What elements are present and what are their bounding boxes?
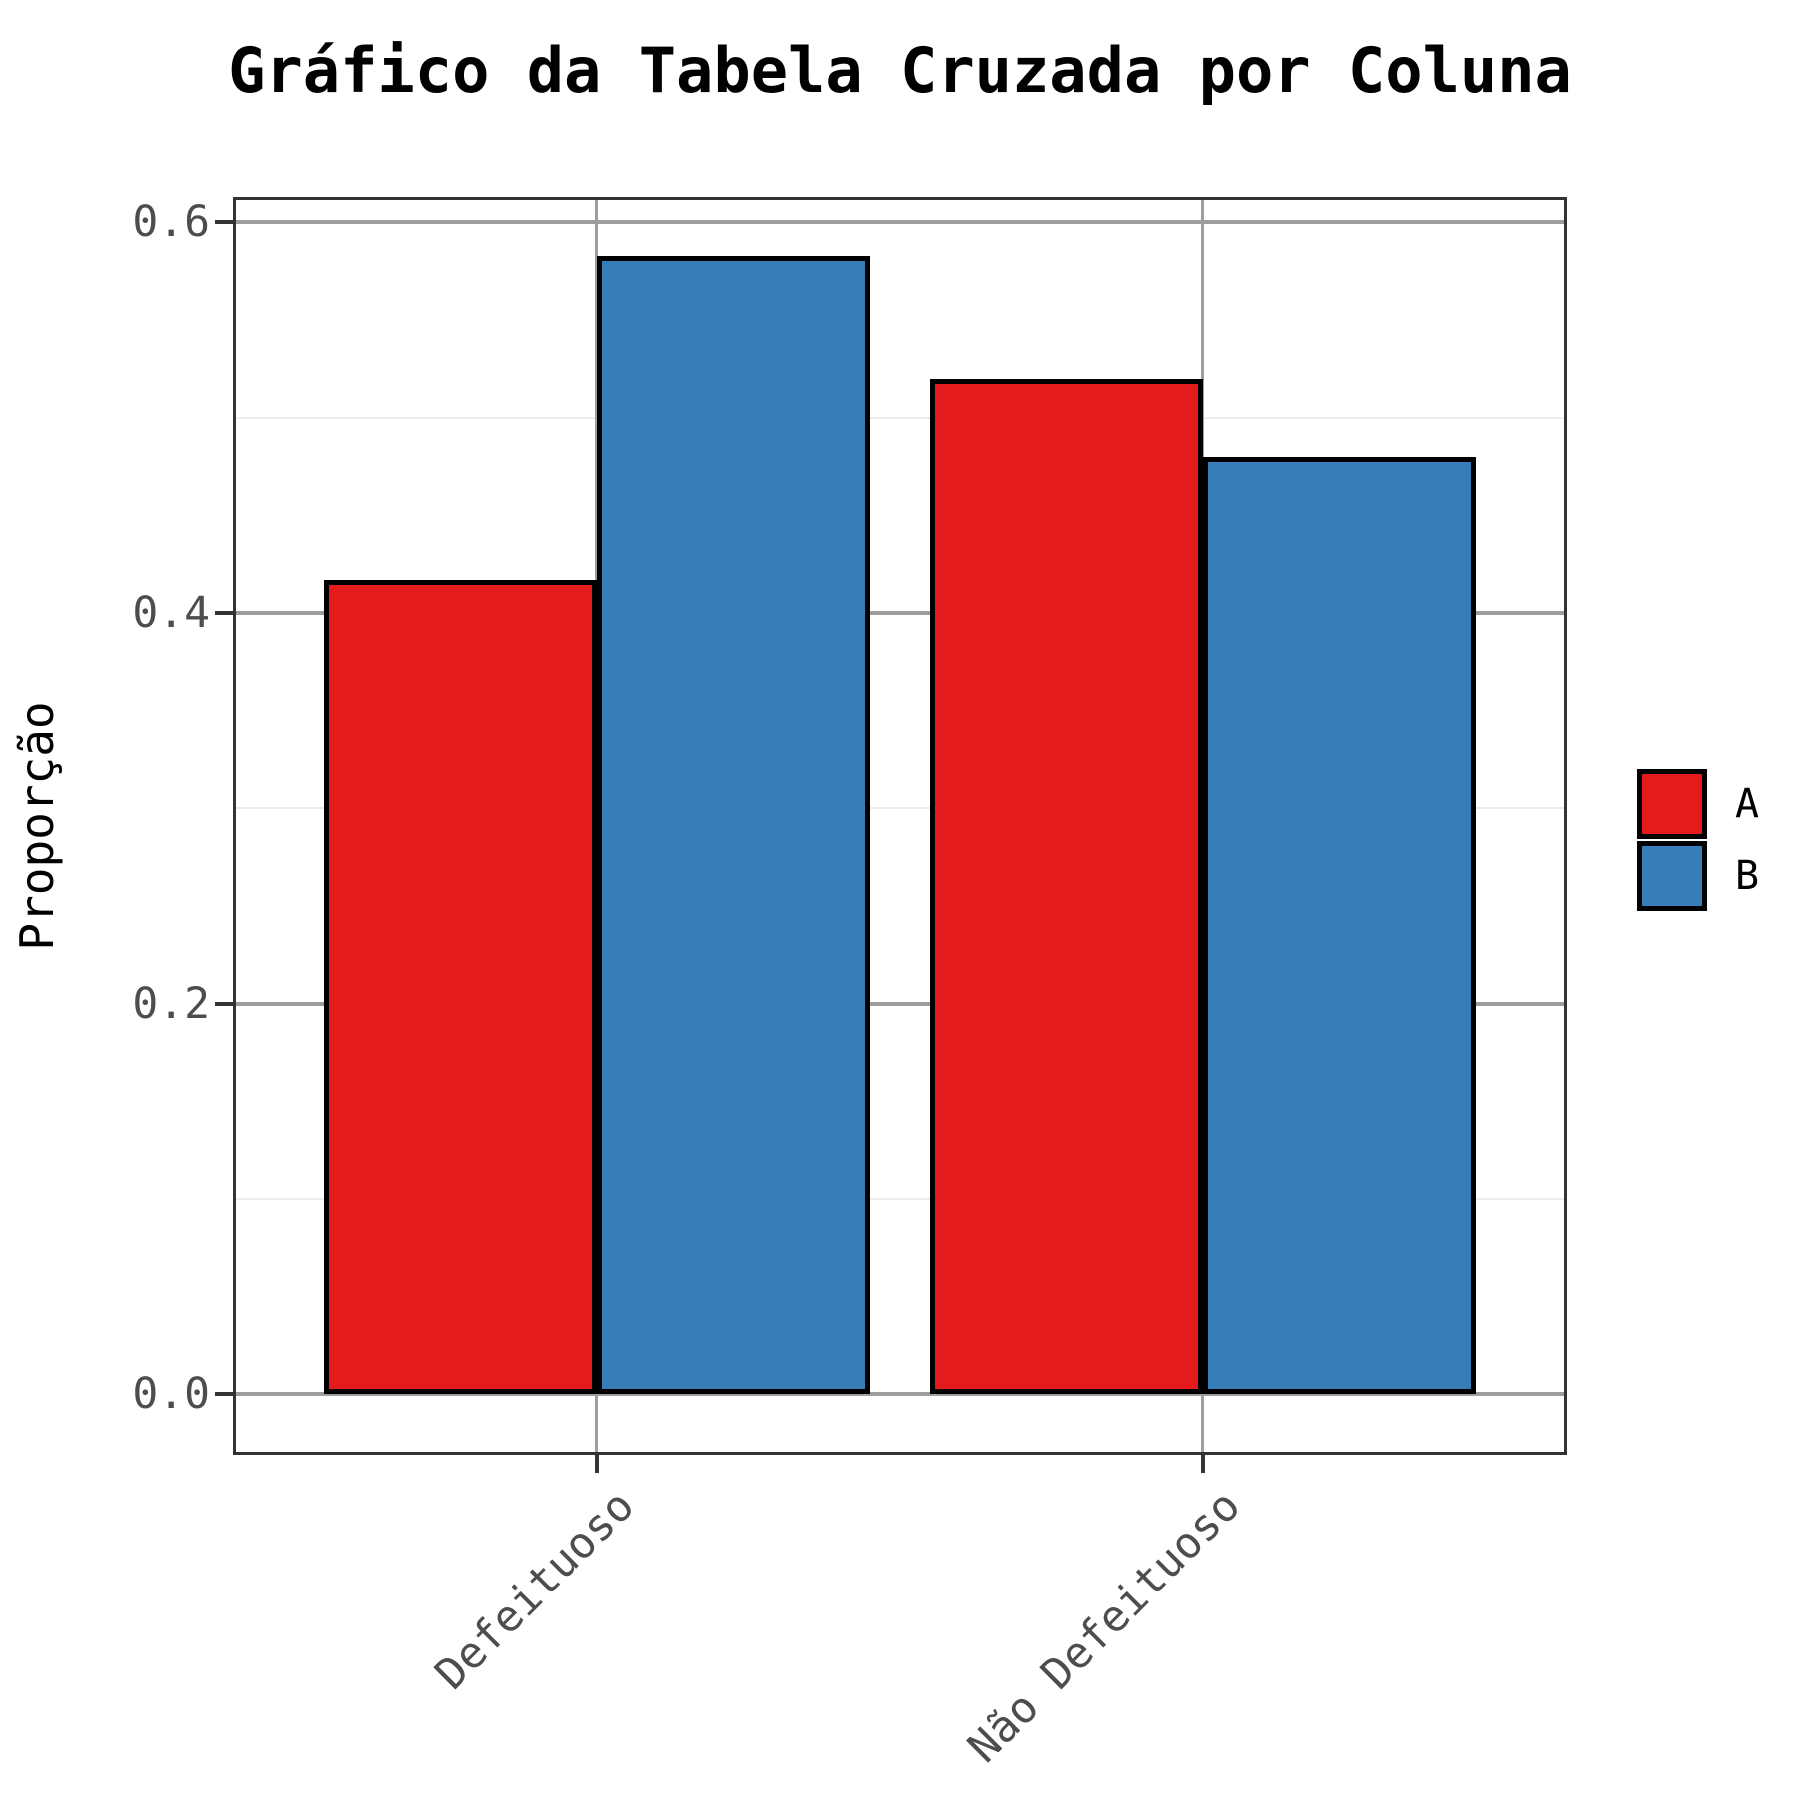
legend-swatch-B xyxy=(1637,841,1707,911)
gridline-major-y xyxy=(233,611,1567,616)
y-axis-tick xyxy=(215,1001,233,1006)
bar-A-Não Defeituoso xyxy=(930,378,1204,1395)
y-tick-label: 0.4 xyxy=(132,588,210,639)
bar-B-Defeituoso xyxy=(596,255,870,1395)
legend-item-A: A xyxy=(1637,769,1759,839)
gridline-minor-y xyxy=(233,416,1567,419)
y-tick-label: 0.0 xyxy=(132,1369,210,1420)
y-axis-tick xyxy=(215,1392,233,1397)
legend-label-A: A xyxy=(1735,781,1760,827)
gridline-major-y xyxy=(233,1392,1567,1397)
legend-item-B: B xyxy=(1637,841,1759,911)
x-axis-tick xyxy=(1201,1455,1206,1473)
plot-panel xyxy=(233,197,1567,1455)
legend-swatch-A xyxy=(1637,769,1707,839)
x-axis-tick xyxy=(594,1455,599,1473)
y-axis-tick xyxy=(215,611,233,616)
bar-B-Não Defeituoso xyxy=(1203,456,1477,1395)
y-axis-tick xyxy=(215,220,233,225)
gridline-major-y xyxy=(233,220,1567,225)
x-tick-label: Defeituoso xyxy=(425,1480,645,1700)
bar-A-Defeituoso xyxy=(323,579,597,1395)
legend-label-B: B xyxy=(1735,853,1760,899)
y-tick-label: 0.6 xyxy=(132,197,210,248)
gridline-minor-y xyxy=(233,1198,1567,1201)
y-tick-label: 0.2 xyxy=(132,978,210,1029)
chart-title: Gráfico da Tabela Cruzada por Coluna xyxy=(228,34,1572,107)
x-tick-label: Não Defeituoso xyxy=(958,1480,1251,1773)
gridline-major-y xyxy=(233,1001,1567,1006)
gridline-minor-y xyxy=(233,807,1567,810)
